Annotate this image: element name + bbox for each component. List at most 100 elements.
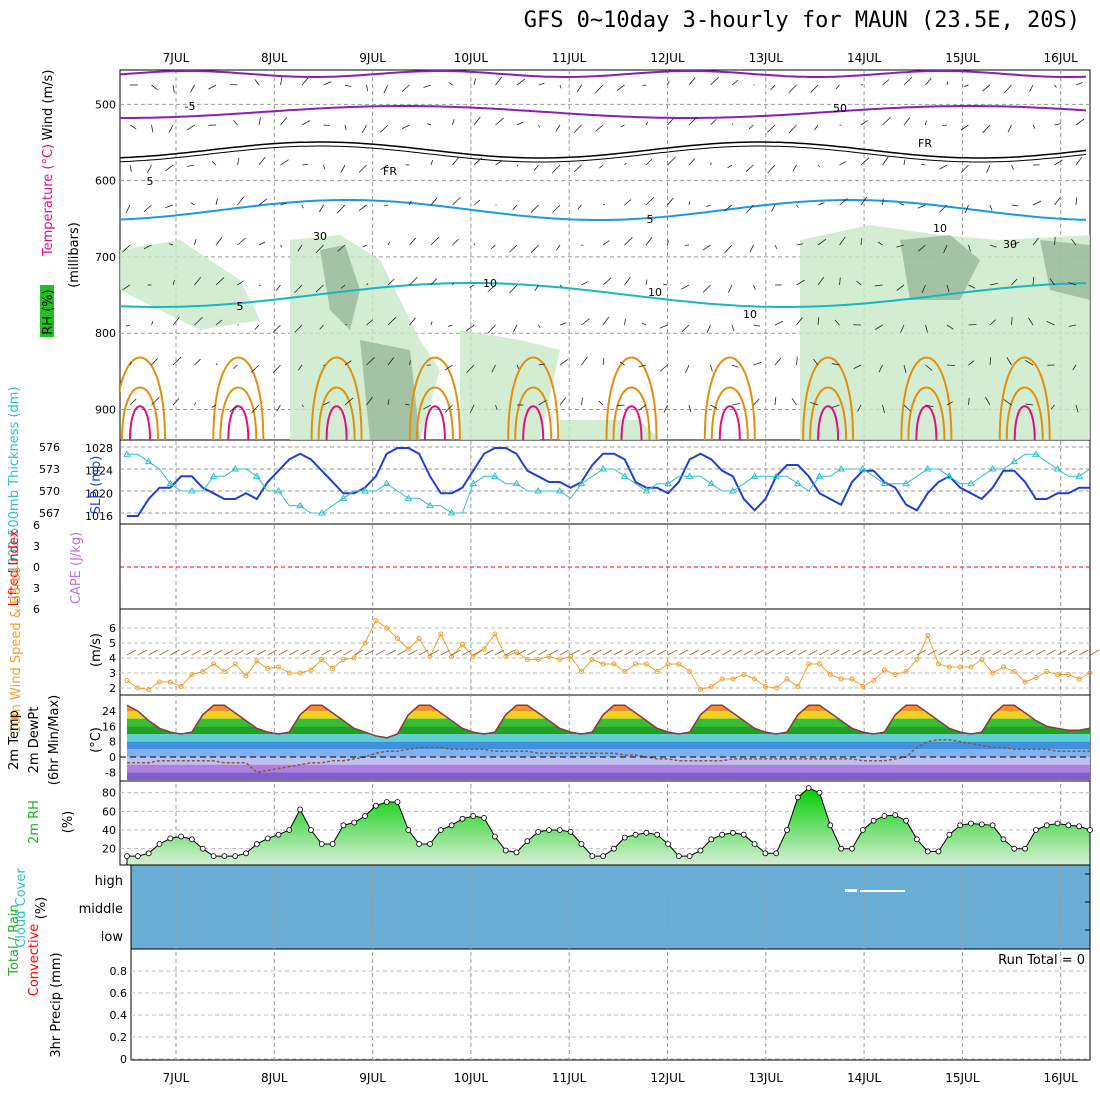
wind-barb <box>667 240 669 246</box>
date-label-bottom: 14JUL <box>847 1071 882 1085</box>
rh2m-marker <box>794 794 801 801</box>
wind-barb <box>172 356 182 366</box>
wind-barb <box>925 324 928 333</box>
wind-barb <box>770 84 776 91</box>
wind-speed-marker <box>1087 670 1093 676</box>
wind-barb <box>942 124 948 126</box>
wind-barb <box>466 364 475 374</box>
cloud-unit-label: (%) <box>34 897 49 920</box>
wind-speed-marker <box>438 631 444 637</box>
wind-barb <box>344 124 347 131</box>
cloud-label: Cloud Cover <box>14 868 29 948</box>
wind-barb-10m <box>440 649 450 656</box>
wind-barb <box>337 244 346 252</box>
rh2m-marker <box>838 845 845 852</box>
wind-barb-10m <box>170 649 180 656</box>
wind-barb <box>681 284 690 290</box>
thickness-marker <box>512 479 521 487</box>
wind-barb <box>452 196 461 206</box>
contour-label: 5 <box>147 175 154 188</box>
rh2m-marker <box>773 850 780 857</box>
wind-speed-marker <box>968 664 974 670</box>
wind-barb <box>963 84 969 88</box>
wind-barb <box>853 364 862 369</box>
wind-barb <box>552 164 561 174</box>
wind-barb-10m <box>256 649 267 656</box>
wind-barb <box>817 317 820 326</box>
wind-barb-10m <box>678 649 689 656</box>
wind-barb <box>659 364 668 372</box>
wind-barb <box>817 238 827 246</box>
wind-barb <box>641 322 647 326</box>
wind-barb <box>710 162 712 166</box>
wind-speed-marker <box>146 687 152 692</box>
wind-barb-10m <box>191 649 202 656</box>
rh-shade <box>560 420 660 440</box>
thickness-marker <box>793 479 802 487</box>
wind-barb <box>767 124 776 133</box>
tick-labels: 5006007008009005675705735761016102010241… <box>33 98 1085 1066</box>
wind-barb <box>702 284 711 293</box>
thickness-marker <box>1010 457 1019 465</box>
wind-barb <box>882 404 885 414</box>
wind-barb-10m <box>343 649 353 656</box>
wind-barb <box>989 244 997 248</box>
cloud-tick: low <box>101 930 124 945</box>
rh2m-marker <box>730 829 736 836</box>
wind-barb <box>839 277 841 286</box>
rh2m-marker <box>491 833 498 840</box>
isotherm-20-loop <box>907 386 946 440</box>
wind-barb <box>1003 84 1012 94</box>
wind-barb <box>151 396 160 406</box>
thickness-marker <box>858 465 867 472</box>
wind-barb-10m <box>581 649 591 656</box>
wind-barb <box>946 81 949 86</box>
contour-label: -5 <box>185 100 196 113</box>
wind-barb <box>774 396 777 406</box>
wind-barb <box>900 324 905 333</box>
thickness-marker <box>815 472 824 479</box>
temp-band <box>127 741 1090 750</box>
wind-speed-marker <box>946 664 952 670</box>
thickness-marker <box>902 479 910 487</box>
date-label-bottom: 10JUL <box>454 1071 489 1085</box>
wind-barb <box>835 84 840 90</box>
precip-tick: 0.4 <box>110 1009 128 1022</box>
wind-barb <box>129 164 132 172</box>
temp-line <box>126 704 1091 739</box>
wind-barb <box>143 244 152 250</box>
wind-barb <box>667 197 674 206</box>
wind-barb <box>444 404 453 413</box>
wind-barb-10m <box>949 649 959 656</box>
wind-tick: 5 <box>109 637 116 650</box>
date-label-top: 15JUL <box>945 51 980 65</box>
wind-barb <box>233 364 238 369</box>
wind-barb <box>215 363 218 366</box>
wind-barb <box>688 158 696 166</box>
contour-label: 5 <box>647 213 654 226</box>
wind-barb <box>624 199 632 206</box>
wind-barb-10m <box>148 649 158 656</box>
wind-barb <box>1068 282 1077 286</box>
wind-barb <box>452 238 459 246</box>
thickness-marker <box>729 487 737 494</box>
wind-barb <box>280 202 287 206</box>
wind-barb <box>573 164 582 173</box>
wind-barb-10m <box>602 649 613 656</box>
wind-barb-10m <box>483 649 494 656</box>
upper-air-contours: 5 -5 FR FR 5 5 10 10 10 30 10 30 50 <box>120 70 1090 440</box>
rh2m-marker <box>870 817 877 824</box>
wind-barb <box>1068 324 1077 327</box>
wind-barb-10m <box>656 649 667 656</box>
wind-barb <box>602 316 610 326</box>
wind-barb <box>753 284 756 290</box>
wind-barb <box>387 278 395 286</box>
isotherm-25-loop <box>227 405 250 440</box>
wind-barb <box>925 77 932 86</box>
wind-barb <box>301 204 304 209</box>
wind-barb <box>272 364 281 374</box>
rh-tick: 60 <box>102 805 116 818</box>
upper-temp-label: Temperature (°C) <box>41 144 56 257</box>
wind-barb <box>985 396 991 406</box>
precip-tick: 0.2 <box>110 1031 128 1044</box>
